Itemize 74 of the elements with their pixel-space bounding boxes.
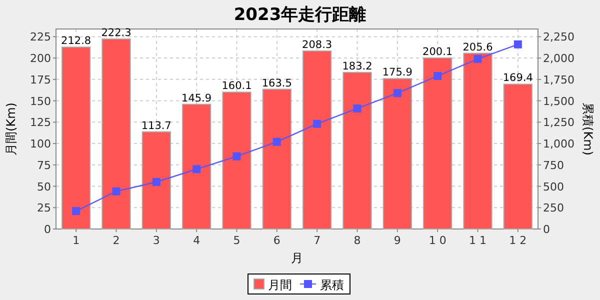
- point: [313, 120, 322, 128]
- y2-tick-label: 1,250: [543, 116, 574, 130]
- point: [514, 40, 522, 48]
- data-label: 169.4: [502, 72, 534, 84]
- legend-label: 月間: [268, 278, 292, 292]
- point: [72, 207, 80, 216]
- bar: [62, 46, 91, 230]
- data-label: 145.9: [182, 92, 212, 104]
- bar: [423, 57, 452, 230]
- y-tick-label: 75: [37, 158, 51, 172]
- y2-tick-label: 0: [543, 223, 550, 236]
- bar: [262, 88, 292, 230]
- bar: [182, 104, 212, 230]
- y-tick-label: 0: [44, 223, 51, 236]
- bar: [342, 72, 372, 230]
- bar: [102, 38, 131, 230]
- bar: [142, 131, 171, 230]
- x-tick-label: 9: [394, 234, 401, 247]
- data-label: 208.3: [302, 38, 332, 51]
- data-label: 212.8: [61, 35, 92, 48]
- y2-tick-label: 2,250: [543, 30, 574, 44]
- x-tick-label: 3: [152, 234, 160, 247]
- x-tick-label: 1 2: [509, 234, 527, 247]
- x-tick-label: 8: [354, 234, 361, 247]
- y2-tick-label: 1,750: [543, 73, 574, 86]
- y-axis-title: 月間(Km): [4, 102, 18, 156]
- y-tick-label: 175: [30, 73, 51, 86]
- point: [272, 138, 281, 146]
- point: [192, 165, 201, 174]
- data-label: 205.6: [462, 41, 494, 54]
- x-tick-label: 1 0: [428, 234, 446, 247]
- x-tick-label: 1: [72, 234, 80, 247]
- point: [434, 72, 442, 80]
- point: [353, 104, 362, 112]
- x-axis-title: 月: [291, 251, 303, 265]
- y-tick-label: 150: [30, 94, 51, 108]
- y2-tick-label: 2,000: [543, 52, 574, 66]
- data-label: 113.7: [141, 120, 172, 132]
- x-tick-label: 1 1: [469, 234, 486, 247]
- y-tick-label: 100: [30, 138, 51, 151]
- point: [112, 187, 120, 196]
- data-label: 163.5: [262, 77, 292, 90]
- chart-title: 2023年走行距離: [234, 5, 366, 25]
- x-tick-label: 6: [273, 234, 280, 247]
- y-tick-label: 50: [37, 180, 51, 194]
- point: [393, 89, 402, 98]
- y2-tick-label: 750: [543, 158, 564, 172]
- data-label: 160.1: [222, 80, 252, 92]
- legend-label: 累積: [320, 278, 344, 292]
- y-tick-label: 25: [37, 202, 51, 215]
- x-tick-label: 2: [112, 234, 120, 247]
- y2-tick-label: 1,500: [543, 94, 574, 108]
- y2-tick-label: 500: [543, 180, 564, 194]
- y-tick-label: 125: [30, 116, 51, 130]
- data-label: 183.2: [342, 60, 372, 72]
- x-tick-label: 4: [193, 234, 200, 247]
- bar: [302, 50, 332, 230]
- y2-tick-label: 1,000: [543, 138, 574, 151]
- bar: [503, 84, 532, 230]
- point: [474, 54, 482, 63]
- y-tick-label: 200: [30, 52, 51, 66]
- y-tick-label: 225: [30, 30, 51, 44]
- y2-tick-label: 250: [543, 202, 564, 215]
- bar: [463, 52, 492, 230]
- x-tick-label: 5: [233, 234, 240, 247]
- data-label: 175.9: [382, 66, 412, 79]
- data-label: 200.1: [422, 46, 453, 58]
- point: [152, 178, 160, 186]
- point: [232, 152, 241, 160]
- bar: [222, 92, 252, 230]
- y2-axis-title: 累積(Km): [581, 102, 595, 156]
- data-label: 222.3: [101, 27, 132, 39]
- bar: [382, 78, 412, 230]
- x-tick-label: 7: [314, 234, 321, 247]
